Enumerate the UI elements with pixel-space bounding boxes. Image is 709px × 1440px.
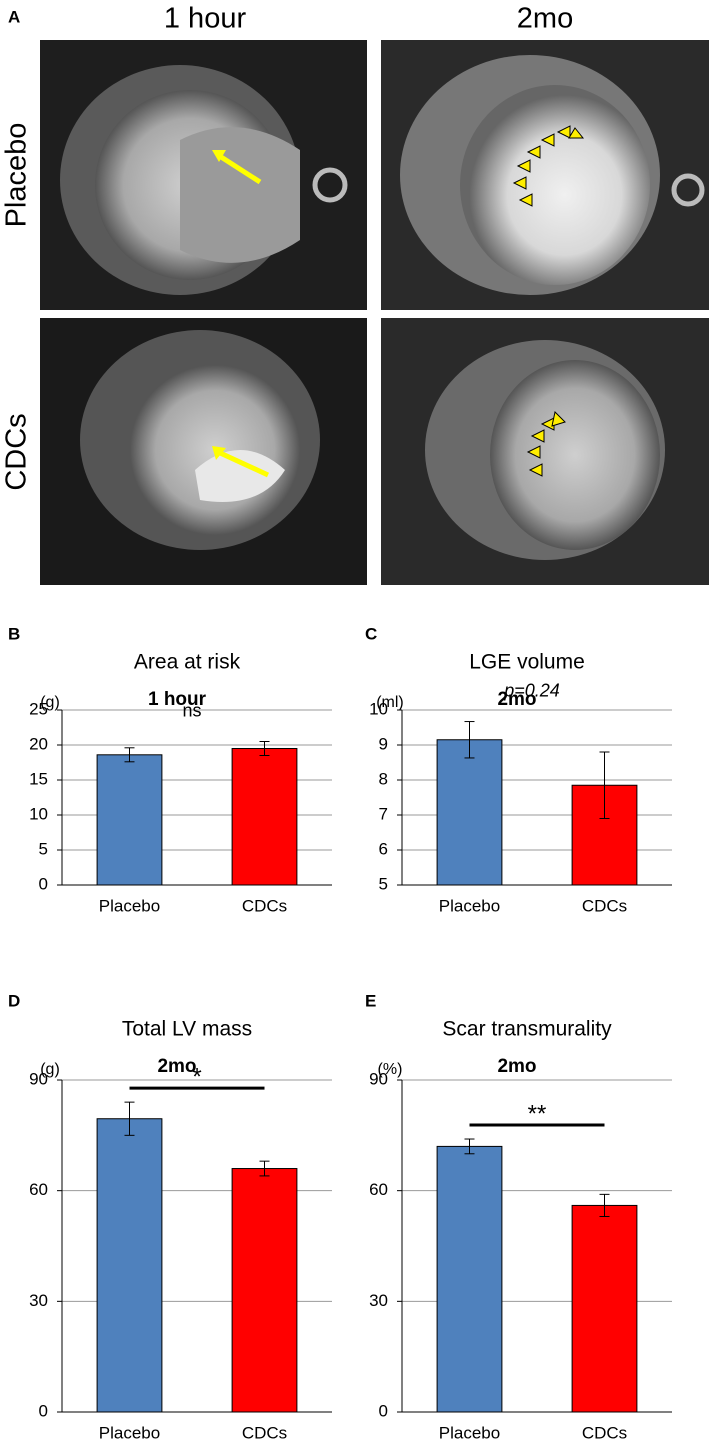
annotation: ns: [182, 700, 201, 720]
annotation: p=0.24: [503, 680, 560, 700]
bar: [231, 748, 298, 886]
row-header: Placebo: [1, 123, 33, 228]
y-axis-unit: (g): [40, 1061, 60, 1078]
y-tick-label: 60: [29, 1180, 48, 1199]
mri-image: [40, 318, 367, 585]
x-tick-label: Placebo: [439, 896, 500, 915]
chart-subtitle: 1 hour: [148, 689, 207, 710]
chart-title: Scar transmurality: [442, 1018, 612, 1041]
y-tick-label: 5: [379, 874, 388, 893]
y-tick-label: 10: [29, 804, 48, 823]
x-tick-label: CDCs: [242, 1423, 287, 1440]
panel-letter: B: [8, 624, 20, 643]
x-tick-label: Placebo: [439, 1423, 500, 1440]
y-tick-label: 0: [39, 1401, 48, 1420]
y-tick-label: 7: [379, 804, 388, 823]
y-tick-label: 25: [29, 699, 48, 718]
panel-letter: A: [8, 7, 20, 26]
x-tick-label: Placebo: [99, 1423, 160, 1440]
chart-title: LGE volume: [469, 651, 585, 674]
y-axis-unit: (ml): [376, 694, 404, 711]
y-tick-label: 90: [29, 1069, 48, 1088]
chart-subtitle: 2mo: [497, 689, 536, 710]
bar: [571, 1204, 638, 1413]
panel-letter: E: [365, 991, 376, 1010]
chart-title: Total LV mass: [122, 1018, 252, 1041]
y-tick-label: 15: [29, 769, 48, 788]
bar: [436, 739, 503, 886]
y-axis-unit: (%): [378, 1061, 403, 1078]
bar: [96, 754, 163, 886]
y-tick-label: 9: [379, 734, 388, 753]
panel-letter: C: [365, 624, 377, 643]
significance-marker: **: [528, 1100, 547, 1127]
y-tick-label: 20: [29, 734, 48, 753]
x-tick-label: CDCs: [582, 1423, 627, 1440]
bar: [96, 1118, 163, 1413]
y-tick-label: 60: [369, 1180, 388, 1199]
y-tick-label: 6: [379, 839, 388, 858]
mri-image: [40, 40, 367, 310]
y-tick-label: 90: [369, 1069, 388, 1088]
y-tick-label: 0: [39, 874, 48, 893]
bar: [436, 1145, 503, 1413]
significance-marker: *: [192, 1063, 201, 1090]
column-header: 2mo: [517, 3, 573, 35]
y-tick-label: 8: [379, 769, 388, 788]
y-axis-unit: (g): [40, 694, 60, 711]
y-tick-label: 10: [369, 699, 388, 718]
x-tick-label: CDCs: [582, 896, 627, 915]
column-header: 1 hour: [164, 3, 247, 35]
x-tick-label: CDCs: [242, 896, 287, 915]
bar: [231, 1168, 298, 1413]
chart-title: Area at risk: [134, 651, 241, 674]
y-tick-label: 30: [369, 1291, 388, 1310]
mri-image: [381, 40, 709, 310]
mri-image: [381, 318, 709, 585]
panel-letter: D: [8, 991, 20, 1010]
chart-subtitle: 2mo: [157, 1056, 196, 1077]
y-tick-label: 30: [29, 1291, 48, 1310]
chart-subtitle: 2mo: [497, 1056, 536, 1077]
y-tick-label: 0: [379, 1401, 388, 1420]
y-tick-label: 5: [39, 839, 48, 858]
x-tick-label: Placebo: [99, 896, 160, 915]
row-header: CDCs: [1, 413, 33, 490]
